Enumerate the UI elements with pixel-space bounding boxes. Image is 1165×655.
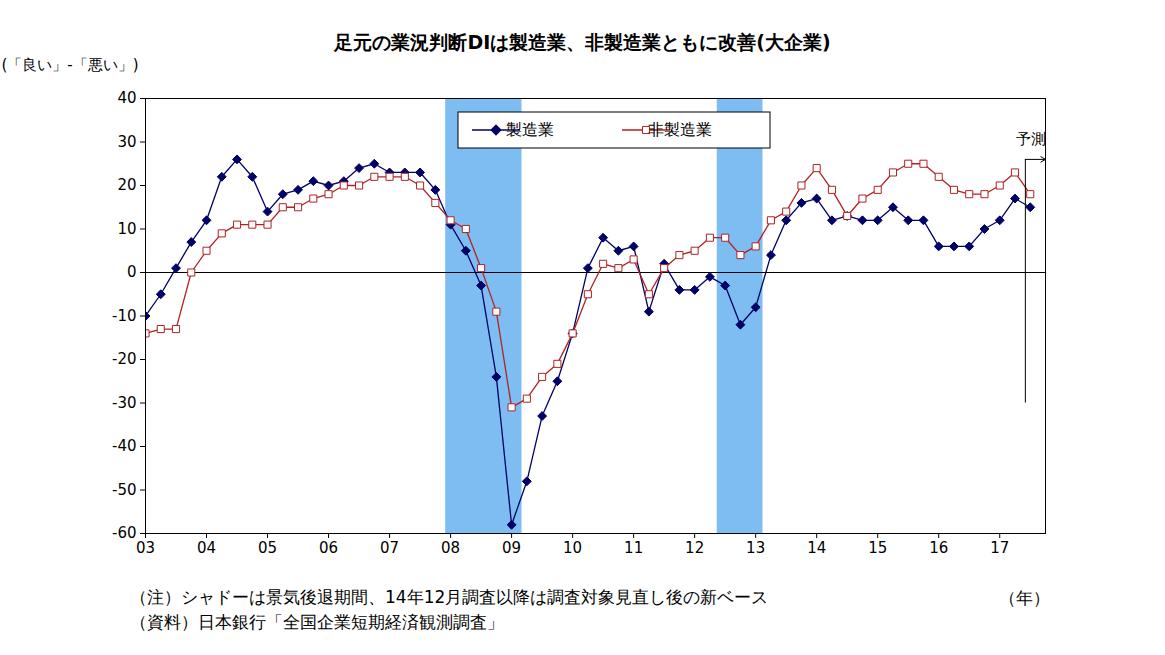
svg-text:09: 09 [502,539,521,557]
svg-text:13: 13 [746,539,765,557]
svg-text:（年）: （年） [999,588,1050,608]
svg-text:04: 04 [197,539,216,557]
svg-text:-40: -40 [112,437,137,455]
svg-text:14: 14 [807,539,826,557]
svg-text:10: 10 [117,220,136,238]
svg-text:08: 08 [441,539,460,557]
svg-text:0: 0 [127,263,137,281]
svg-text:-50: -50 [112,481,137,499]
svg-text:(「良い」-「悪い」): (「良い」-「悪い」) [1,56,138,74]
svg-text:03: 03 [136,539,155,557]
svg-text:製造業: 製造業 [506,120,554,139]
svg-text:15: 15 [868,539,887,557]
svg-text:-10: -10 [112,307,137,325]
svg-text:10: 10 [563,539,582,557]
html-text:（注）シャドーは景気後退期間、14年12月調査以降は調査対象: （注）シャドーは景気後退期間、14年12月調査以降は調査対象見直し後の新ベース [130,587,769,607]
svg-text:17: 17 [990,539,1009,557]
svg-text:05: 05 [258,539,277,557]
svg-text:非製造業: 非製造業 [648,120,712,139]
html-text:足元の業況判断DIは製造業、非製造業ともに改善(大企業): 足元の業況判断DIは製造業、非製造業ともに改善(大企業) [334,31,831,53]
svg-text:11: 11 [624,539,643,557]
svg-text:30: 30 [117,133,136,151]
svg-text:06: 06 [319,539,338,557]
svg-text:-20: -20 [112,350,137,368]
html-text:（資料）日本銀行「全国企業短期経済観測調査」: （資料）日本銀行「全国企業短期経済観測調査」 [130,612,504,632]
svg-text:40: 40 [117,89,136,107]
svg-text:20: 20 [117,176,136,194]
svg-text:予測: 予測 [1016,130,1046,148]
svg-text:07: 07 [380,539,399,557]
svg-text:-60: -60 [112,524,137,542]
svg-text:-30: -30 [112,394,137,412]
svg-text:12: 12 [685,539,704,557]
svg-text:16: 16 [929,539,948,557]
